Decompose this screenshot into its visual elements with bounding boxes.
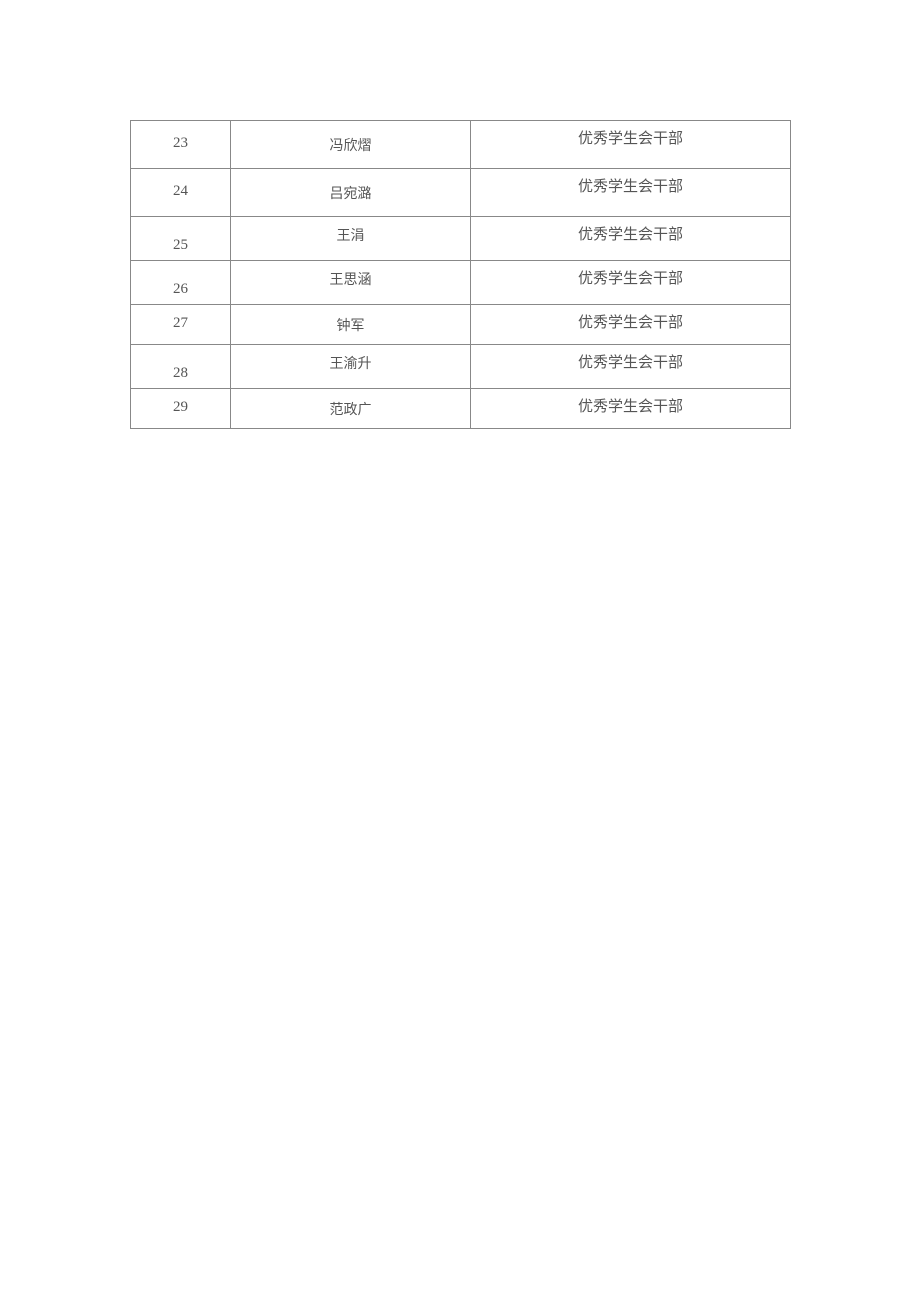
table-row: 28 王渝升 优秀学生会干部: [131, 345, 791, 389]
cell-name: 冯欣熠: [231, 121, 471, 169]
table-row: 23 冯欣熠 优秀学生会干部: [131, 121, 791, 169]
cell-name: 王思涵: [231, 261, 471, 305]
cell-award: 优秀学生会干部: [471, 261, 791, 305]
awards-table: 23 冯欣熠 优秀学生会干部 24 吕宛潞 优秀学生会干部 25 王涓 优秀学生…: [130, 120, 791, 429]
cell-number: 26: [131, 261, 231, 305]
table-row: 24 吕宛潞 优秀学生会干部: [131, 169, 791, 217]
table-row: 27 钟军 优秀学生会干部: [131, 305, 791, 345]
cell-name: 钟军: [231, 305, 471, 345]
cell-award: 优秀学生会干部: [471, 121, 791, 169]
cell-name: 范政广: [231, 389, 471, 429]
cell-number: 29: [131, 389, 231, 429]
table-row: 25 王涓 优秀学生会干部: [131, 217, 791, 261]
table-row: 29 范政广 优秀学生会干部: [131, 389, 791, 429]
awards-table-container: 23 冯欣熠 优秀学生会干部 24 吕宛潞 优秀学生会干部 25 王涓 优秀学生…: [130, 120, 790, 429]
cell-number: 28: [131, 345, 231, 389]
cell-award: 优秀学生会干部: [471, 345, 791, 389]
table-row: 26 王思涵 优秀学生会干部: [131, 261, 791, 305]
cell-award: 优秀学生会干部: [471, 169, 791, 217]
cell-name: 王渝升: [231, 345, 471, 389]
cell-name: 王涓: [231, 217, 471, 261]
cell-number: 27: [131, 305, 231, 345]
cell-number: 25: [131, 217, 231, 261]
cell-award: 优秀学生会干部: [471, 217, 791, 261]
cell-name: 吕宛潞: [231, 169, 471, 217]
cell-award: 优秀学生会干部: [471, 305, 791, 345]
cell-award: 优秀学生会干部: [471, 389, 791, 429]
cell-number: 23: [131, 121, 231, 169]
cell-number: 24: [131, 169, 231, 217]
